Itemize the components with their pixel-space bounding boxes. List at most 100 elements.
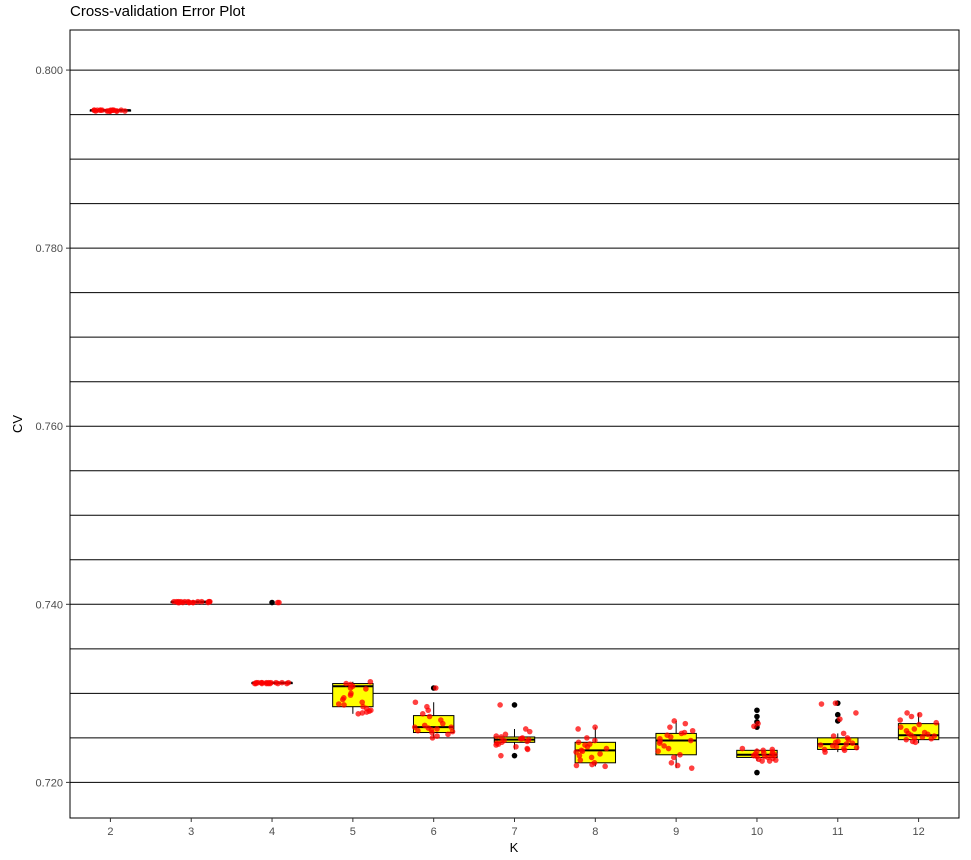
cv-point bbox=[275, 680, 281, 687]
cv-point bbox=[181, 598, 188, 605]
cv-point bbox=[656, 740, 663, 747]
cv-point bbox=[449, 728, 456, 735]
cv-point bbox=[258, 679, 265, 686]
cv-point bbox=[513, 743, 519, 750]
x-tick-label: 10 bbox=[751, 826, 763, 838]
x-tick-label: 12 bbox=[912, 826, 924, 838]
cv-point bbox=[911, 726, 918, 732]
cv-point bbox=[343, 680, 349, 687]
cv-point bbox=[671, 754, 677, 761]
cv-point bbox=[584, 743, 591, 750]
cv-point bbox=[175, 599, 181, 606]
cv-point bbox=[415, 727, 421, 734]
cv-point bbox=[107, 108, 113, 114]
cv-point bbox=[766, 758, 773, 764]
cv-point bbox=[853, 710, 859, 716]
cv-point bbox=[833, 743, 840, 750]
cv-point bbox=[687, 737, 694, 744]
y-tick-label: 0.760 bbox=[35, 421, 63, 433]
cv-point bbox=[589, 761, 595, 768]
cv-point bbox=[584, 735, 590, 741]
cv-point bbox=[925, 731, 931, 738]
cv-point bbox=[517, 735, 524, 742]
cv-point bbox=[903, 736, 910, 743]
x-tick-label: 2 bbox=[107, 826, 113, 838]
cv-point bbox=[359, 699, 365, 706]
cv-point bbox=[928, 735, 935, 742]
cv-point bbox=[363, 709, 370, 715]
cv-point bbox=[186, 599, 192, 606]
cv-point bbox=[576, 752, 583, 759]
cv-point bbox=[603, 745, 610, 752]
cv-point bbox=[522, 726, 529, 732]
y-tick-label: 0.800 bbox=[35, 65, 63, 77]
cv-point bbox=[347, 692, 354, 698]
cv-point bbox=[575, 726, 581, 732]
cv-point bbox=[114, 108, 120, 114]
cv-point bbox=[577, 757, 584, 763]
cv-point bbox=[841, 747, 848, 754]
cv-point bbox=[755, 720, 761, 727]
cv-point bbox=[830, 733, 837, 739]
outlier-point bbox=[754, 713, 760, 720]
cv-point bbox=[524, 738, 530, 745]
cv-point bbox=[502, 731, 509, 738]
cv-point bbox=[751, 723, 757, 730]
cv-point bbox=[822, 749, 828, 755]
cv-point bbox=[412, 699, 419, 706]
x-tick-label: 6 bbox=[431, 826, 437, 838]
outlier-point bbox=[754, 707, 760, 714]
cv-point bbox=[347, 685, 354, 691]
cv-point bbox=[498, 752, 504, 759]
cv-point bbox=[425, 707, 432, 714]
outlier-point bbox=[754, 769, 760, 776]
cv-point bbox=[853, 744, 860, 751]
cv-point bbox=[429, 735, 436, 741]
x-tick-label: 5 bbox=[350, 826, 356, 838]
cv-point bbox=[832, 700, 839, 706]
cv-point bbox=[897, 724, 904, 730]
cv-point bbox=[772, 757, 779, 763]
outlier-point bbox=[834, 711, 841, 718]
plot-panel bbox=[69, 29, 960, 819]
cv-point bbox=[493, 733, 500, 739]
cv-point bbox=[445, 731, 451, 738]
cv-point bbox=[573, 762, 580, 769]
y-tick-label: 0.720 bbox=[35, 777, 63, 789]
x-axis: 2 3 4 5 6 7 8 9 10 11 12 bbox=[107, 818, 925, 838]
cv-point bbox=[592, 737, 598, 744]
cv-point bbox=[739, 745, 746, 752]
x-tick-label: 7 bbox=[511, 826, 517, 838]
cv-point bbox=[448, 724, 455, 730]
cv-point bbox=[849, 740, 856, 747]
cv-point bbox=[524, 746, 531, 753]
cv-point bbox=[840, 730, 847, 737]
cv-point bbox=[339, 696, 346, 703]
cv-point bbox=[671, 718, 678, 724]
cv-point bbox=[429, 729, 435, 736]
cv-point bbox=[526, 728, 533, 735]
x-tick-label: 3 bbox=[188, 826, 194, 838]
cv-point bbox=[818, 701, 825, 707]
cv-point bbox=[195, 598, 201, 605]
cv-point bbox=[688, 765, 695, 771]
cv-point bbox=[682, 720, 689, 727]
cv-point bbox=[355, 711, 362, 717]
y-axis-title: CV bbox=[10, 415, 25, 433]
y-tick-label: 0.740 bbox=[35, 599, 63, 611]
cv-point bbox=[897, 717, 904, 723]
cv-point bbox=[912, 739, 919, 746]
cv-point bbox=[602, 763, 608, 770]
cv-point bbox=[655, 748, 661, 755]
cv-point bbox=[588, 754, 595, 761]
cv-point bbox=[367, 678, 374, 685]
cv-point bbox=[341, 702, 347, 708]
cv-point bbox=[363, 686, 369, 692]
outlier-point bbox=[511, 702, 518, 708]
cv-point bbox=[419, 711, 426, 717]
x-tick-label: 4 bbox=[269, 826, 275, 838]
cv-point bbox=[843, 741, 850, 747]
cv-point bbox=[497, 702, 503, 708]
cv-point bbox=[667, 734, 674, 740]
